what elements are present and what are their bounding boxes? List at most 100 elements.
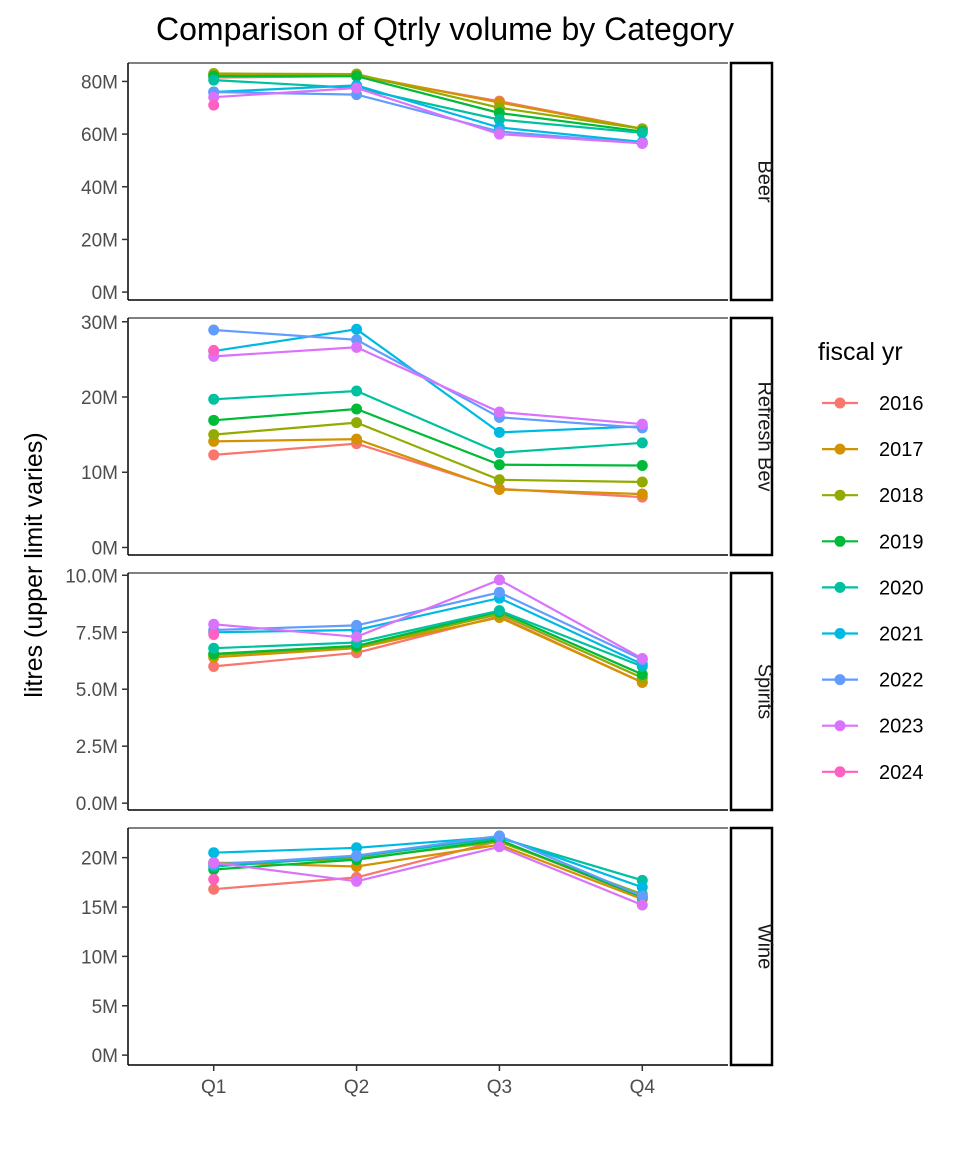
data-point-2021-q4 [636, 881, 648, 893]
series-line-2017 [213, 616, 643, 684]
facet-panel-spirits: 0.0M 2.5M 5.0M 7.5M 10.0M Spirits [65, 566, 775, 815]
series-line-2022 [213, 834, 643, 898]
data-point-2017-q2 [351, 433, 363, 445]
x-tick-label: Q3 [487, 1077, 512, 1098]
y-tick-label: 0M [92, 283, 118, 304]
y-tick-label: 0M [92, 538, 118, 559]
legend-label: 2016 [879, 393, 924, 415]
legend-key-point [834, 581, 846, 593]
legend-item-2024: 2024 [822, 762, 924, 784]
data-point-2018-q3 [493, 474, 505, 486]
y-tick-label: 20M [81, 849, 118, 870]
data-point-2023-q2 [351, 341, 363, 353]
legend-item-2019: 2019 [822, 531, 924, 553]
y-tick-label: 80M [81, 72, 118, 93]
data-point-2016-q1 [208, 883, 220, 895]
y-tick-label: 5.0M [76, 680, 118, 701]
data-point-2020-q4 [636, 437, 648, 449]
data-point-2020-q3 [493, 447, 505, 459]
y-tick-label: 30M [81, 313, 118, 334]
y-tick-label: 40M [81, 178, 118, 199]
data-point-2019-q1 [208, 414, 220, 426]
legend-key-point [834, 397, 846, 409]
facet-strip-label: Wine [754, 924, 776, 970]
series-line-2019 [213, 407, 643, 467]
legend-title: fiscal yr [818, 338, 903, 366]
data-point-2023-q4 [636, 137, 648, 149]
data-point-2018-q4 [636, 476, 648, 488]
y-tick-label: 5M [92, 997, 118, 1018]
data-point-2019-q2 [351, 403, 363, 415]
legend-key-point [834, 489, 846, 501]
data-point-2023-q2 [351, 875, 363, 887]
series-line-2023 [213, 578, 643, 660]
series-line-2018 [213, 612, 643, 679]
data-point-2018-q1 [208, 429, 220, 441]
data-point-2022-q2 [351, 334, 363, 346]
data-point-2020-q1 [208, 642, 220, 654]
legend-key-point [834, 674, 846, 686]
facet-strip [729, 316, 774, 557]
legend-item-2023: 2023 [822, 716, 924, 738]
series-line-2021 [213, 84, 643, 144]
legend-key-point [834, 766, 846, 778]
y-tick-label: 0M [92, 1046, 118, 1067]
legend-item-2016: 2016 [822, 393, 924, 415]
data-point-2020-q3 [493, 114, 505, 126]
data-point-2023-q2 [351, 82, 363, 94]
data-point-2019-q3 [493, 459, 505, 471]
series-line-2019 [213, 838, 643, 899]
legend-key-point [834, 628, 846, 639]
y-tick-label: 15M [81, 898, 118, 919]
series-line-2016 [213, 442, 643, 499]
series-line-2017 [213, 437, 643, 496]
series-line-2020 [213, 389, 643, 454]
data-point-2019-q2 [351, 70, 363, 82]
data-point-2020-q4 [636, 127, 648, 139]
data-point-2023-q3 [493, 128, 505, 140]
facet-strip [729, 571, 774, 812]
legend-item-2022: 2022 [822, 670, 924, 692]
legend-item-2020: 2020 [822, 577, 924, 599]
data-point-2020-q1 [208, 74, 220, 86]
legend-label: 2021 [879, 624, 924, 646]
data-point-2021-q3 [493, 426, 505, 438]
data-point-2024-q1 [208, 99, 220, 111]
series-line-2023 [213, 346, 643, 426]
y-tick-label: 7.5M [76, 623, 118, 644]
data-point-2023-q4 [636, 418, 648, 430]
data-point-2022-q3 [493, 830, 505, 842]
facet-strip-label: Refresh Bev [754, 381, 776, 491]
data-point-2023-q3 [493, 841, 505, 853]
data-point-2020-q2 [351, 385, 363, 397]
series-line-2023 [213, 86, 643, 145]
y-tick-label: 20M [81, 230, 118, 251]
data-point-2020-q3 [493, 605, 505, 617]
facet-strip [729, 826, 774, 1067]
data-point-2023-q4 [636, 652, 648, 664]
y-tick-label: 10M [81, 463, 118, 484]
data-point-2019-q4 [636, 668, 648, 680]
data-point-2023-q2 [351, 631, 363, 643]
data-point-2023-q3 [493, 406, 505, 418]
series-line-2019 [213, 610, 643, 676]
y-tick-label: 2.5M [76, 737, 118, 758]
data-point-2016-q1 [208, 449, 220, 461]
series-line-2018 [213, 421, 643, 484]
series-line-2020 [213, 609, 643, 668]
facet-panel-refresh-bev: 0M 10M 20M 30M Refresh Bev [81, 313, 775, 560]
y-tick-label: 60M [81, 125, 118, 146]
series-line-2021 [213, 835, 643, 889]
data-point-2022-q2 [351, 619, 363, 631]
data-point-2022-q2 [351, 850, 363, 862]
data-point-2024-q1 [208, 629, 220, 641]
data-point-2021-q1 [208, 847, 220, 859]
data-point-2020-q1 [208, 393, 220, 405]
series-line-2020 [213, 836, 643, 882]
data-point-2023-q1 [208, 91, 220, 103]
data-point-2022-q4 [636, 890, 648, 902]
facet-panels: 0M 20M 40M 60M 80M Beer 0M 10M 20M 30M Refresh Bev… [65, 61, 776, 1067]
x-axis: Q1 Q2 Q3 Q4 [201, 1065, 655, 1098]
legend-key-point [834, 720, 846, 732]
